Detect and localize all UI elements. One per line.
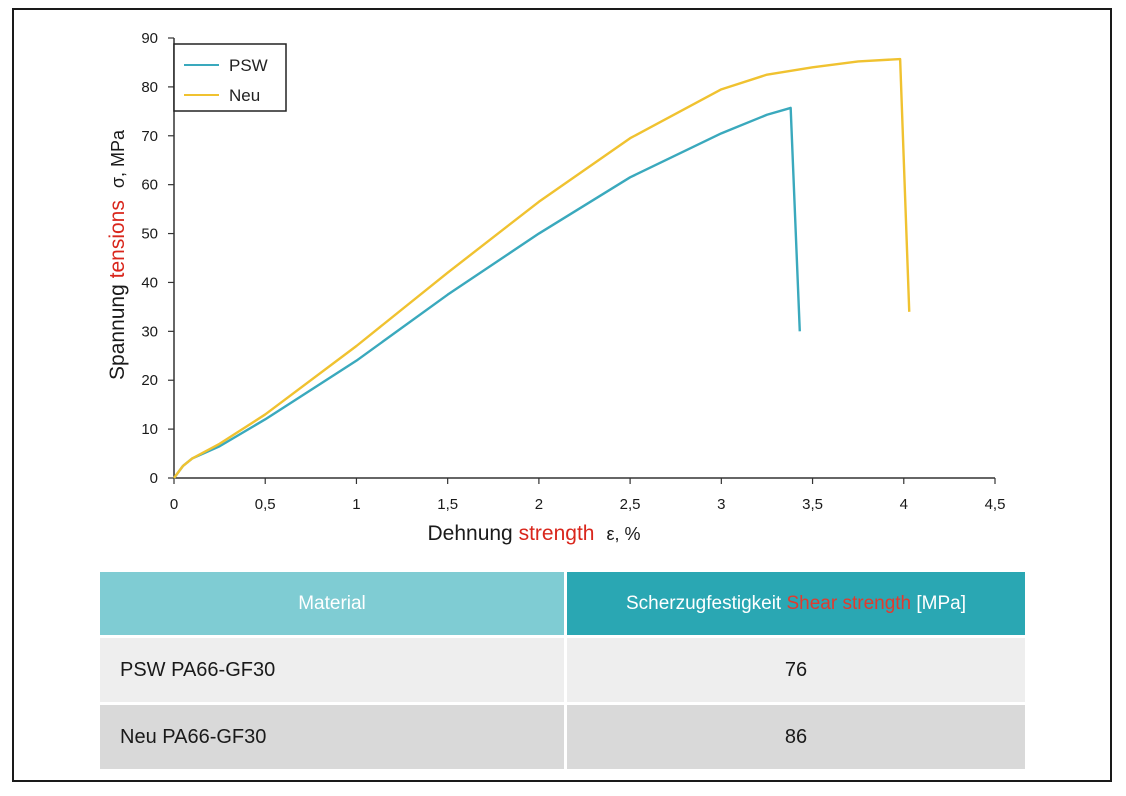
y-label-de: Spannung xyxy=(106,284,129,380)
y-label-unit: σ, MPa xyxy=(108,129,128,188)
y-axis-label: Spannung tensions σ, MPa xyxy=(106,129,129,380)
y-tick-label: 0 xyxy=(150,470,158,487)
y-tick-label: 20 xyxy=(141,372,158,389)
series-line-psw xyxy=(173,106,801,479)
row-material: PSW PA66-GF30 xyxy=(100,635,566,704)
x-tick-label: 1,5 xyxy=(437,496,458,513)
y-tick-label: 30 xyxy=(141,323,158,340)
series-line-neu xyxy=(173,57,911,479)
legend-label-neu: Neu xyxy=(229,86,260,105)
table-row: PSW PA66-GF30 76 xyxy=(100,635,1025,704)
header-strength-en: Shear strength xyxy=(786,592,912,614)
shear-strength-table: Material Scherzugfestigkeit Shear streng… xyxy=(100,572,1025,769)
y-tick-label: 60 xyxy=(141,177,158,194)
header-material: Material xyxy=(100,572,566,637)
y-tick-label: 90 xyxy=(141,30,158,47)
stress-strain-chart: 0 0,5 1 1,5 2 2,5 3 3,5 4 4,50102030405060708090 … xyxy=(106,30,1005,545)
row-value: 86 xyxy=(564,702,1025,769)
row-material: Neu PA66-GF30 xyxy=(100,702,566,769)
table-row: Neu PA66-GF30 86 xyxy=(100,702,1025,769)
x-tick-label: 4,5 xyxy=(985,496,1006,513)
ticks: 0 0,5 1 1,5 2 2,5 3 3,5 4 4,5 0 10 20 30 40 50 60 70 80 90 xyxy=(141,30,1005,513)
table-header-row: Material Scherzugfestigkeit Shear streng… xyxy=(100,572,1025,637)
y-tick-label: 80 xyxy=(141,79,158,96)
y-tick-label: 10 xyxy=(141,421,158,438)
header-strength-de: Scherzugfestigkeit xyxy=(625,592,782,614)
x-tick-label: 3,5 xyxy=(802,496,823,513)
x-tick-label: 4 xyxy=(900,496,908,513)
header-unit: [MPa] xyxy=(916,592,967,614)
axes xyxy=(173,38,995,479)
x-tick-label: 0 xyxy=(170,496,178,513)
legend-box xyxy=(173,43,287,112)
x-tick-label: 2,5 xyxy=(620,496,641,513)
x-axis-label: Dehnung strength ε, % xyxy=(427,522,640,545)
header-shear-strength: Scherzugfestigkeit Shear strength [MPa] xyxy=(564,572,1025,637)
legend: PSW Neu xyxy=(173,43,287,112)
y-tick-label: 50 xyxy=(141,226,158,243)
x-label-en: strength xyxy=(519,522,595,545)
x-label-de: Dehnung xyxy=(427,522,512,545)
legend-label-psw: PSW xyxy=(229,56,268,75)
series-lines xyxy=(173,57,911,479)
y-tick-label: 70 xyxy=(141,128,158,145)
x-label-unit: ε, % xyxy=(606,524,640,544)
y-tick-label: 40 xyxy=(141,274,158,291)
x-tick-label: 2 xyxy=(535,496,543,513)
x-tick-label: 3 xyxy=(717,496,725,513)
row-value: 76 xyxy=(564,635,1025,704)
x-tick-label: 1 xyxy=(352,496,360,513)
y-label-en: tensions xyxy=(106,200,129,278)
x-tick-label: 0,5 xyxy=(255,496,276,513)
